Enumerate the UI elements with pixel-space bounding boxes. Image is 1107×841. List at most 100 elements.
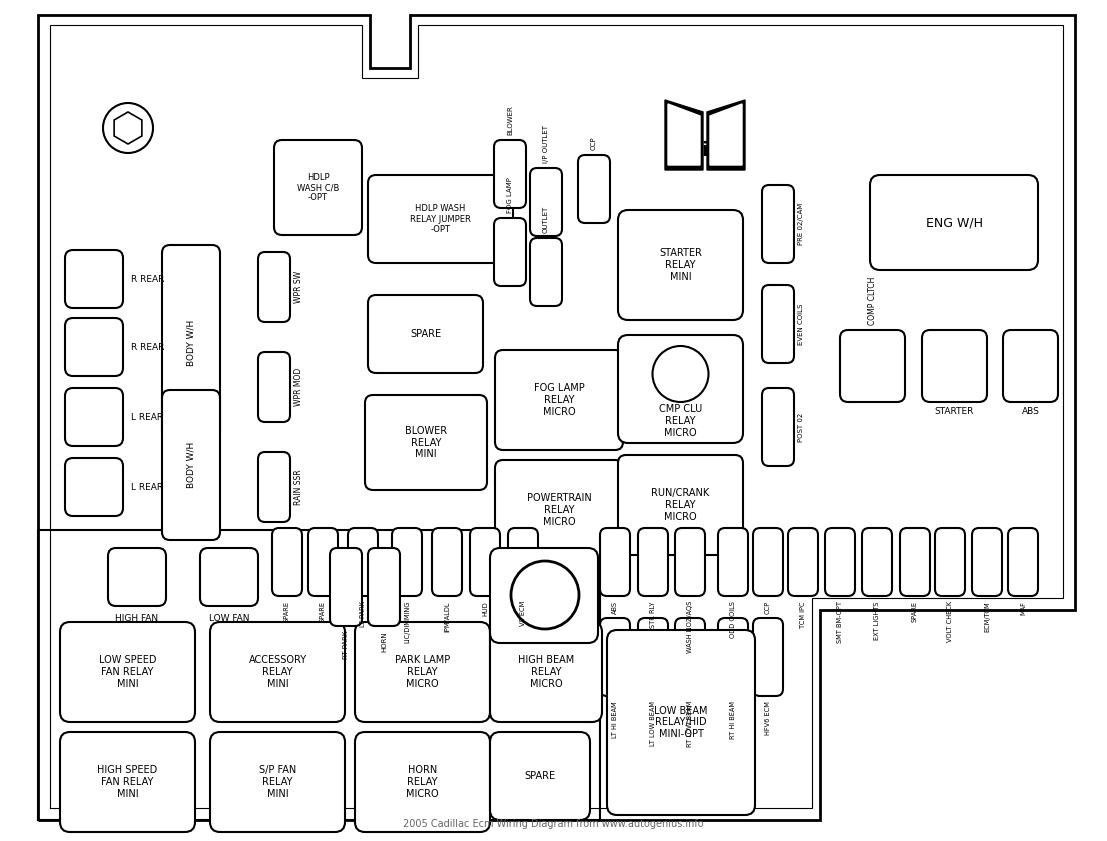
FancyBboxPatch shape (1003, 330, 1058, 402)
FancyBboxPatch shape (530, 238, 562, 306)
FancyBboxPatch shape (275, 140, 362, 235)
FancyBboxPatch shape (495, 460, 623, 560)
Text: SPARE: SPARE (284, 601, 290, 622)
Text: S/P FAN
RELAY
MINI: S/P FAN RELAY MINI (259, 765, 297, 799)
FancyBboxPatch shape (330, 548, 362, 626)
FancyBboxPatch shape (65, 388, 123, 446)
FancyBboxPatch shape (753, 528, 783, 596)
Text: ODD COILS: ODD COILS (730, 601, 736, 637)
FancyBboxPatch shape (495, 350, 623, 450)
Circle shape (511, 561, 579, 629)
Polygon shape (114, 112, 142, 144)
Text: BLOWER: BLOWER (507, 105, 513, 135)
Text: POWERTRAIN
RELAY
MICRO: POWERTRAIN RELAY MICRO (527, 494, 591, 526)
Text: L REAR: L REAR (131, 483, 163, 491)
Text: PARK LAMP
RELAY
MICRO: PARK LAMP RELAY MICRO (395, 655, 451, 689)
FancyBboxPatch shape (494, 140, 526, 208)
Text: ACCESSORY
RELAY
MINI: ACCESSORY RELAY MINI (248, 655, 307, 689)
Text: HDLP WASH
RELAY JUMPER
-OPT: HDLP WASH RELAY JUMPER -OPT (410, 204, 470, 234)
FancyBboxPatch shape (825, 528, 855, 596)
FancyBboxPatch shape (900, 528, 930, 596)
FancyBboxPatch shape (718, 618, 748, 696)
Text: STARTER: STARTER (934, 407, 974, 416)
FancyBboxPatch shape (258, 252, 290, 322)
FancyBboxPatch shape (162, 245, 220, 440)
Text: HIGH SPEED
FAN RELAY
MINI: HIGH SPEED FAN RELAY MINI (97, 765, 157, 799)
Text: HFV6 ECM: HFV6 ECM (765, 701, 770, 735)
FancyBboxPatch shape (355, 622, 490, 722)
FancyBboxPatch shape (108, 548, 166, 606)
Text: i: i (702, 140, 708, 160)
FancyBboxPatch shape (862, 528, 892, 596)
FancyBboxPatch shape (638, 618, 668, 696)
Text: COMP CLTCH: COMP CLTCH (868, 277, 877, 325)
Text: ECM/TCM: ECM/TCM (984, 601, 990, 632)
FancyBboxPatch shape (272, 528, 302, 596)
FancyBboxPatch shape (368, 295, 483, 373)
FancyBboxPatch shape (762, 285, 794, 363)
Text: BODY W/H: BODY W/H (186, 320, 196, 366)
FancyBboxPatch shape (508, 528, 538, 596)
Text: 2005 Cadillac Ecm Wiring Diagram from www.autogenius.info: 2005 Cadillac Ecm Wiring Diagram from ww… (403, 819, 704, 829)
FancyBboxPatch shape (600, 618, 630, 696)
Text: CCP: CCP (591, 136, 597, 150)
Text: WPR SW: WPR SW (294, 271, 303, 303)
Text: LOW FAN: LOW FAN (209, 614, 249, 623)
Text: WPR MOD: WPR MOD (294, 368, 303, 406)
Text: TCM IPC: TCM IPC (800, 601, 806, 627)
Text: L REAR: L REAR (131, 412, 163, 421)
Circle shape (103, 103, 153, 153)
Text: CCP: CCP (765, 601, 770, 614)
FancyBboxPatch shape (578, 155, 610, 223)
Text: LIC/DIMMING: LIC/DIMMING (404, 601, 410, 643)
FancyBboxPatch shape (365, 395, 487, 490)
Text: HORN: HORN (381, 631, 387, 652)
FancyBboxPatch shape (210, 732, 345, 832)
Text: BLOWER
RELAY
MINI: BLOWER RELAY MINI (405, 426, 447, 459)
Polygon shape (707, 100, 745, 170)
FancyBboxPatch shape (60, 622, 195, 722)
Text: PRE 02/CAM: PRE 02/CAM (798, 203, 804, 245)
FancyBboxPatch shape (65, 458, 123, 516)
Text: EVEN COILS: EVEN COILS (798, 304, 804, 345)
Text: RT PARK: RT PARK (343, 631, 349, 659)
FancyBboxPatch shape (490, 732, 590, 820)
Text: STARTER
RELAY
MINI: STARTER RELAY MINI (659, 248, 702, 282)
Polygon shape (710, 104, 742, 165)
Text: R REAR: R REAR (131, 342, 164, 352)
FancyBboxPatch shape (840, 330, 906, 402)
FancyBboxPatch shape (162, 390, 220, 540)
FancyBboxPatch shape (618, 210, 743, 320)
Text: LT HI BEAM: LT HI BEAM (612, 701, 618, 738)
FancyBboxPatch shape (494, 218, 526, 286)
Text: FOG LAMP
RELAY
MICRO: FOG LAMP RELAY MICRO (534, 383, 584, 416)
FancyBboxPatch shape (972, 528, 1002, 596)
Text: IPM/ALDL: IPM/ALDL (444, 601, 451, 632)
FancyBboxPatch shape (618, 335, 743, 443)
FancyBboxPatch shape (762, 185, 794, 263)
FancyBboxPatch shape (1008, 528, 1038, 596)
FancyBboxPatch shape (675, 618, 705, 696)
Text: HDLP
WASH C/B
-OPT: HDLP WASH C/B -OPT (297, 172, 339, 203)
Text: I/P OUTLET: I/P OUTLET (544, 125, 549, 163)
FancyBboxPatch shape (348, 528, 377, 596)
Polygon shape (668, 104, 700, 165)
Text: ABS: ABS (612, 601, 618, 614)
Text: ABS: ABS (1022, 407, 1039, 416)
Text: WASH NOZ/AQS: WASH NOZ/AQS (687, 601, 693, 653)
FancyBboxPatch shape (600, 528, 630, 596)
FancyBboxPatch shape (308, 528, 338, 596)
FancyBboxPatch shape (60, 732, 195, 832)
Text: EXT LIGHTS: EXT LIGHTS (875, 601, 880, 639)
FancyBboxPatch shape (607, 630, 755, 815)
Text: RT LOW BEAM: RT LOW BEAM (687, 701, 693, 748)
Text: LT PARK: LT PARK (360, 601, 366, 627)
FancyBboxPatch shape (368, 175, 513, 263)
Text: V8 ECM: V8 ECM (520, 601, 526, 627)
Text: RT HI BEAM: RT HI BEAM (730, 701, 736, 739)
FancyBboxPatch shape (392, 528, 422, 596)
FancyBboxPatch shape (355, 732, 490, 832)
FancyBboxPatch shape (718, 528, 748, 596)
FancyBboxPatch shape (65, 250, 123, 308)
FancyBboxPatch shape (258, 352, 290, 422)
